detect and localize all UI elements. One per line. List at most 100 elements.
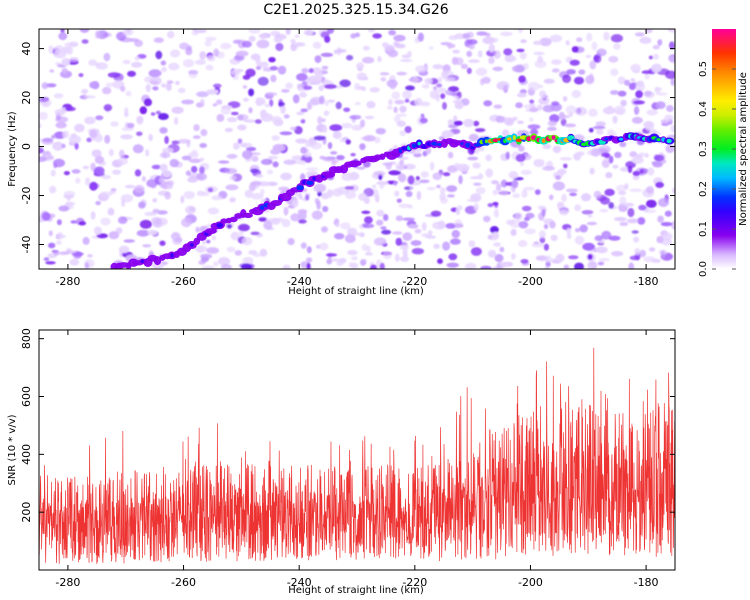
noise-blob xyxy=(665,144,675,154)
noise-blob xyxy=(537,205,545,210)
noise-blob xyxy=(586,221,598,226)
noise-blob xyxy=(260,188,265,196)
noise-blob xyxy=(224,127,234,133)
noise-blob xyxy=(246,146,257,152)
noise-blob xyxy=(162,147,174,153)
noise-blob xyxy=(159,163,168,172)
noise-blob xyxy=(361,210,371,214)
noise-blob xyxy=(448,124,458,129)
noise-blob xyxy=(313,135,326,141)
noise-blob xyxy=(603,31,610,41)
noise-blob xyxy=(93,226,102,235)
noise-blob xyxy=(142,244,152,248)
noise-blob xyxy=(549,221,556,229)
noise-blob xyxy=(604,188,615,196)
noise-blob xyxy=(610,34,624,43)
noise-blob xyxy=(485,154,492,162)
noise-blob xyxy=(220,264,232,269)
noise-blob xyxy=(538,84,544,89)
noise-blob xyxy=(441,130,454,139)
noise-blob xyxy=(543,243,550,251)
noise-blob xyxy=(166,82,172,91)
noise-blob xyxy=(129,38,139,43)
noise-blob xyxy=(628,262,635,269)
noise-blob xyxy=(324,84,337,89)
noise-blob xyxy=(455,95,460,103)
noise-blob xyxy=(632,69,641,74)
track-core xyxy=(541,138,546,144)
noise-blob xyxy=(512,65,525,73)
noise-blob xyxy=(53,50,67,59)
noise-blob xyxy=(588,108,598,117)
noise-blob xyxy=(581,210,594,215)
noise-blob xyxy=(446,43,456,49)
noise-blob xyxy=(519,162,525,166)
noise-blob xyxy=(171,106,184,114)
noise-blob xyxy=(125,90,132,97)
x-tick-label: -280 xyxy=(55,275,80,288)
noise-blob xyxy=(66,195,71,202)
noise-blob xyxy=(436,83,443,88)
noise-blob xyxy=(561,193,567,203)
noise-blob xyxy=(285,29,291,35)
noise-blob xyxy=(335,101,342,110)
noise-blob xyxy=(565,105,577,115)
noise-blob xyxy=(299,159,307,166)
noise-blob xyxy=(388,98,393,106)
noise-blob xyxy=(531,242,545,248)
noise-blob xyxy=(623,202,635,207)
noise-blob xyxy=(230,111,239,116)
noise-blob xyxy=(470,193,482,203)
noise-blob xyxy=(645,29,653,34)
noise-blob xyxy=(380,226,387,230)
noise-blob xyxy=(205,36,217,42)
noise-blob xyxy=(646,186,654,194)
noise-blob xyxy=(95,30,100,39)
noise-blob xyxy=(477,50,483,58)
noise-blob xyxy=(590,147,602,157)
noise-blob xyxy=(472,120,480,127)
noise-blob xyxy=(470,247,482,256)
noise-blob xyxy=(324,35,331,43)
noise-blob xyxy=(466,50,473,58)
noise-blob xyxy=(151,164,162,170)
noise-blob xyxy=(363,135,376,142)
noise-blob xyxy=(475,128,486,133)
noise-blob xyxy=(596,129,604,135)
noise-blob xyxy=(627,165,633,173)
noise-blob xyxy=(377,55,382,63)
noise-blob xyxy=(454,219,463,229)
noise-blob xyxy=(591,41,598,51)
noise-blob xyxy=(321,118,326,123)
noise-blob xyxy=(131,61,143,68)
noise-blob xyxy=(69,259,80,266)
noise-blob xyxy=(415,65,428,73)
noise-blob xyxy=(127,70,136,77)
noise-blob xyxy=(498,189,509,196)
noise-blob xyxy=(523,63,529,70)
noise-blob xyxy=(134,169,142,177)
noise-blob xyxy=(521,205,532,212)
noise-blob xyxy=(213,48,220,57)
noise-blob xyxy=(65,250,77,255)
noise-blob xyxy=(569,192,577,197)
noise-blob xyxy=(369,87,380,93)
noise-blob xyxy=(139,106,147,115)
noise-blob xyxy=(201,265,215,269)
noise-blob xyxy=(549,34,563,43)
noise-blob xyxy=(226,246,236,253)
noise-blob xyxy=(481,76,491,84)
noise-blob xyxy=(641,70,653,75)
noise-blob xyxy=(211,235,217,241)
noise-blob xyxy=(370,264,377,269)
noise-blob xyxy=(363,196,370,205)
noise-blob xyxy=(618,190,627,196)
noise-blob xyxy=(196,190,205,197)
noise-blob xyxy=(544,255,552,263)
noise-blob xyxy=(195,226,200,233)
noise-blob xyxy=(243,97,249,102)
noise-blob xyxy=(458,175,463,185)
noise-blob xyxy=(560,118,567,127)
noise-blob xyxy=(512,116,518,122)
